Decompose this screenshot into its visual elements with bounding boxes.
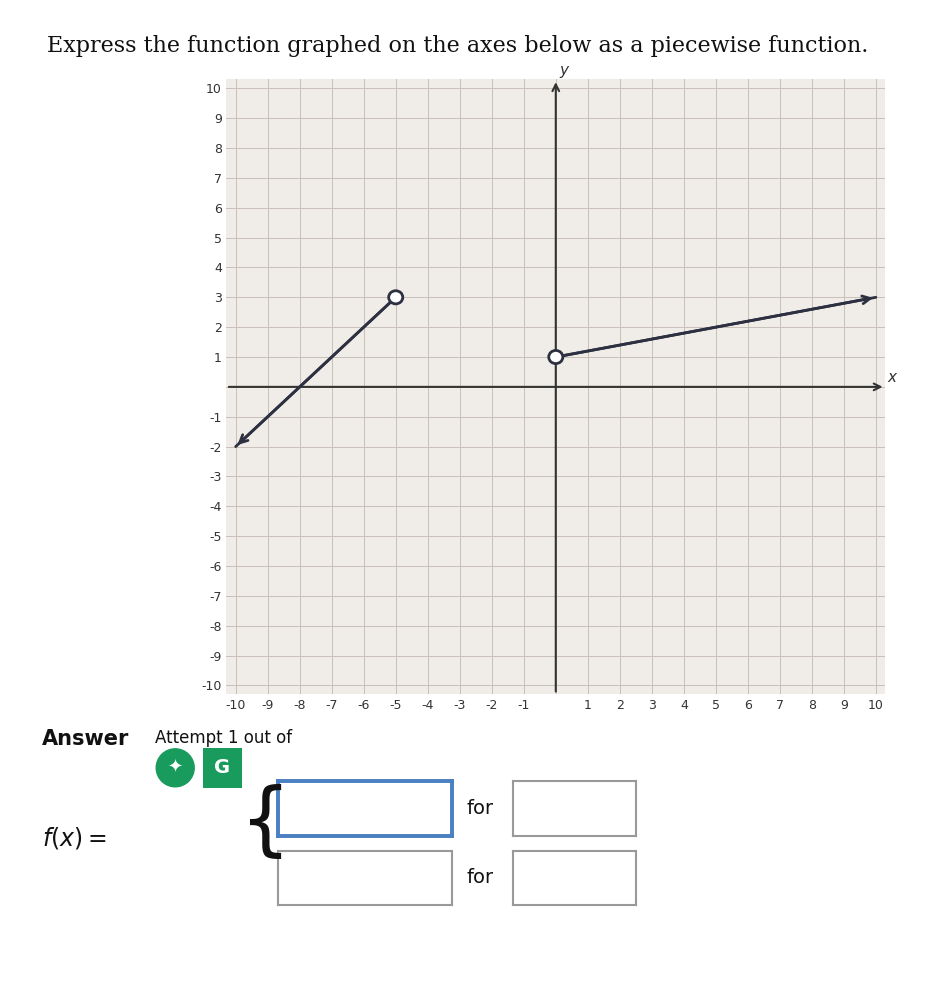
Text: for: for [466,799,494,818]
Text: $f(x) =$: $f(x) =$ [42,825,107,851]
Text: Answer: Answer [42,729,130,749]
Circle shape [156,749,194,787]
Text: for: for [466,868,494,888]
FancyBboxPatch shape [200,745,245,791]
Circle shape [389,291,403,304]
Text: Express the function graphed on the axes below as a piecewise function.: Express the function graphed on the axes… [47,35,869,57]
Text: {: { [240,785,291,862]
Text: x: x [887,370,896,386]
Text: ✦: ✦ [168,759,183,777]
Text: G: G [214,758,231,778]
Text: Attempt 1 out of: Attempt 1 out of [155,729,293,747]
Text: y: y [560,62,568,77]
Circle shape [549,350,562,364]
